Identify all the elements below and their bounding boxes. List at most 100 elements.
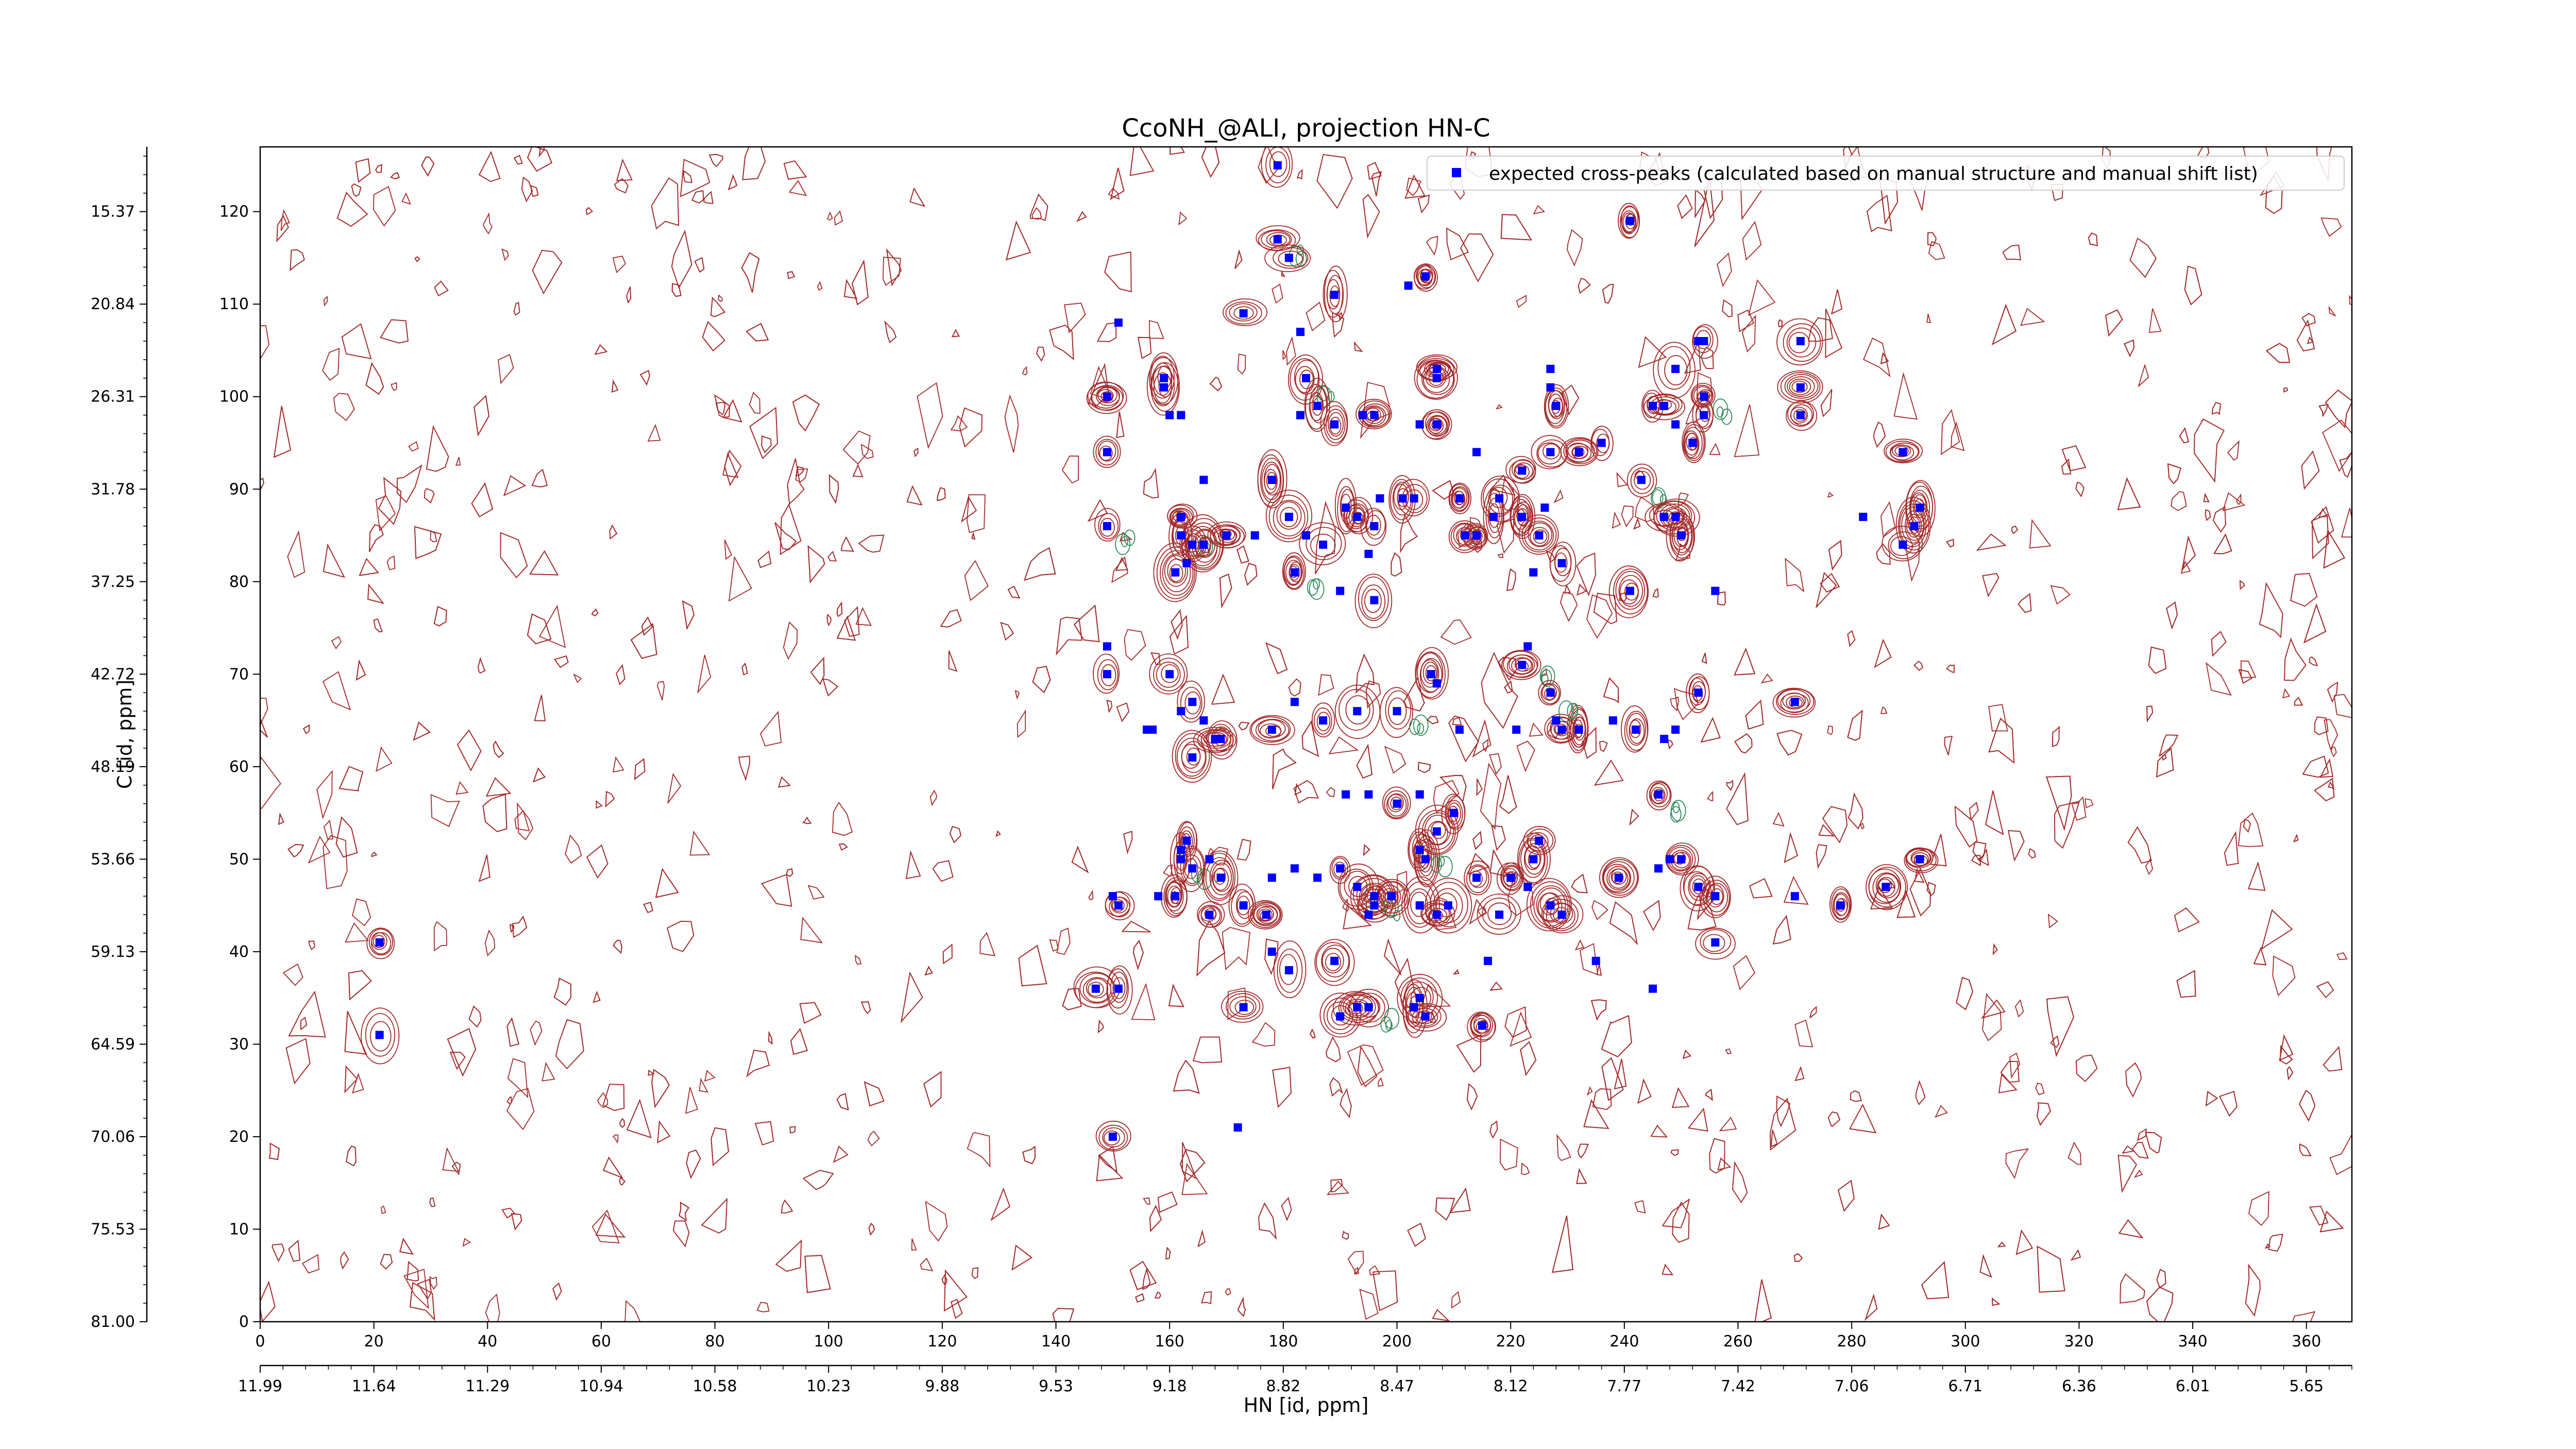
noise-contour [554,655,569,668]
peak-contour [1354,574,1393,629]
noise-contour [634,758,646,781]
peak-contour [1415,647,1449,700]
noise-contour [1011,1244,1032,1271]
x-axis-label: HN [id, ppm] [1244,1394,1369,1417]
noise-contour [1439,774,1467,803]
y-index-tick-label: 0 [239,1313,249,1331]
noise-contour [2307,336,2314,344]
x-index-tick-label: 60 [591,1333,611,1351]
noise-contour [2148,308,2162,333]
noise-contour [447,1028,477,1077]
peak-contour [1524,520,1554,551]
noise-contour [2156,747,2174,778]
noise-contour [2299,1143,2312,1156]
noise-contour [704,1070,716,1082]
peak-contour [1156,661,1181,688]
noise-contour [323,835,348,889]
peak-contour [1340,993,1376,1021]
cross-peak-marker [1916,855,1924,864]
peak-contour [1884,439,1923,464]
peak-contour [1364,588,1382,613]
noise-contour [2320,217,2342,237]
noise-contour [905,850,921,880]
noise-contour [2290,573,2318,607]
x-index-tick-label: 100 [814,1333,843,1351]
noise-contour [1808,317,1833,342]
noise-contour [482,794,507,832]
peak-contour [1260,458,1284,503]
noise-contour [1282,350,1286,360]
noise-contour [500,532,528,579]
noise-contour [836,601,843,617]
noise-contour [1827,492,1834,498]
noise-contour [1456,1034,1482,1073]
noise-contour [1135,1293,1145,1303]
peak-contour [1906,514,1922,538]
noise-contour [482,794,507,832]
noise-contour [1709,443,1721,456]
noise-contour [1837,1180,1855,1212]
noise-contour [303,724,310,734]
cross-peak-marker [1711,892,1720,901]
peak-contour [1608,565,1649,618]
noise-contour [1157,1191,1178,1213]
peak-contour [1417,652,1444,693]
noise-contour [1749,878,1773,899]
peak-contour [1705,883,1728,913]
peak-contour [1914,498,1925,516]
noise-contour [990,1187,1011,1221]
noise-contour [2318,404,2329,417]
peak-contour [1164,881,1184,912]
noise-contour [1288,678,1301,697]
noise-contour [1196,920,1226,976]
peak-contour [1309,392,1324,422]
noise-contour [1234,249,1243,269]
noise-contour [1776,1096,1791,1127]
peak-contour [1692,326,1714,353]
peak-contour [1346,504,1366,530]
x-ppm-tick-label: 9.88 [925,1377,960,1395]
noise-contour [272,1243,285,1262]
peak-contour [1885,441,1920,463]
noise-contour [686,1149,701,1179]
noise-contour [1201,1291,1212,1304]
noise-contour [2299,1089,2316,1122]
noise-contour [2339,451,2352,478]
cross-peak-marker [375,938,384,947]
peak-contour [1407,888,1432,924]
noise-contour [1209,377,1223,392]
y-index-tick-label: 10 [229,1220,249,1238]
noise-contour [2329,1134,2352,1175]
peak-contour [1256,906,1274,922]
peak-contour [1167,558,1187,584]
noise-contour [484,929,496,957]
peak-contour [1312,702,1335,738]
noise-contour [868,1222,875,1236]
noise-contour [2286,1066,2294,1081]
peak-contour [1416,360,1455,399]
cross-peak-marker [1290,568,1299,577]
noise-contour [1372,1270,1398,1311]
noise-contour [2148,646,2167,675]
cross-peak-marker [1546,688,1555,697]
noise-contour [2054,801,2080,849]
noise-contour [2327,681,2338,703]
noise-contour [1293,780,1319,804]
noise-contour [455,457,461,466]
noise-contour [478,151,501,182]
noise-contour [1356,744,1372,779]
noise-contour [260,477,264,490]
peak-contour [1379,687,1413,738]
peak-contour [1467,1012,1496,1042]
peak-contour [1279,954,1298,985]
x-index-tick-label: 140 [1041,1333,1071,1351]
noise-contour [1926,882,1936,897]
peak-contour [1338,688,1374,731]
cross-peak-marker [1342,790,1350,799]
noise-contour [1717,591,1726,606]
peak-contour [1544,687,1556,700]
cross-peak-marker [1114,984,1123,993]
peak-contour [1269,151,1287,177]
cross-peak-marker [1421,1012,1430,1021]
noise-contour [1621,505,1634,528]
